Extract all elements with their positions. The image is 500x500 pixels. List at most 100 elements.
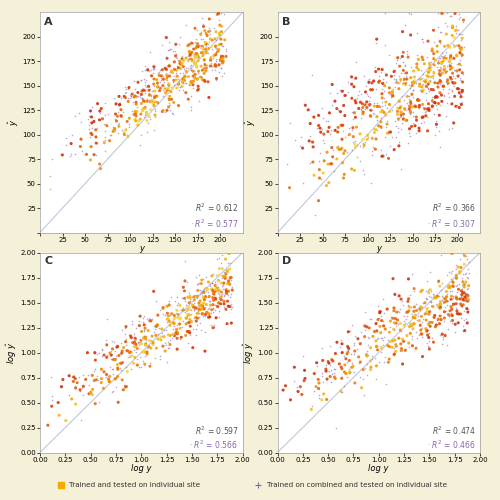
Point [215,46,223,54]
Point [373,98,381,106]
Point [385,52,393,60]
Point [140,104,148,112]
Point [458,327,466,335]
Point [430,74,438,82]
Point [126,352,134,360]
Point [224,268,232,276]
Point [224,280,232,287]
Point [174,77,182,85]
Point [156,306,164,314]
Point [172,54,180,62]
Point [415,124,423,132]
Point [66,152,74,160]
Point [406,92,413,100]
Point [454,263,462,271]
Point [340,382,347,390]
Point [395,78,403,86]
Point [341,147,349,155]
Point [356,373,364,381]
Point [394,116,402,124]
Point [125,348,133,356]
Text: $·$ $R^2$ = 0.307: $·$ $R^2$ = 0.307 [427,217,476,230]
Point [415,96,423,104]
Point [339,128,347,136]
Point [455,42,463,50]
Point [438,279,446,287]
Point [333,89,341,97]
Point [110,356,118,364]
Point [392,117,400,125]
Point [212,36,220,44]
Point [120,130,128,138]
Point [350,347,358,355]
Point [379,152,387,160]
Point [428,98,436,106]
Point [406,98,414,106]
Point [440,42,448,50]
Point [368,352,376,360]
Point [380,333,388,341]
Point [364,102,372,110]
Point [382,123,390,131]
Point [164,344,172,352]
Point [222,289,230,297]
Point [218,52,226,60]
Point [112,383,120,391]
Point [414,96,422,104]
Point [110,94,118,102]
Point [389,86,397,94]
Point [115,352,123,360]
Point [449,278,457,286]
Point [144,326,152,334]
Point [446,12,454,20]
Point [452,294,460,302]
Point [386,142,394,150]
Point [418,286,426,294]
Point [361,308,369,316]
Point [388,72,396,80]
Point [125,120,133,128]
Point [114,112,122,120]
Point [105,378,113,386]
Point [214,286,222,294]
Point [226,294,234,302]
Point [164,312,172,320]
Point [48,392,56,400]
Point [326,130,334,138]
Point [452,274,460,282]
Point [363,347,371,355]
Point [132,100,140,108]
Point [395,84,403,92]
Point [218,22,226,30]
Point [283,160,291,168]
Point [432,92,440,100]
Point [402,116,410,124]
Point [166,68,174,76]
Point [372,337,380,345]
Point [210,60,218,68]
Point [137,110,145,118]
Point [150,94,158,102]
Point [348,94,356,102]
Point [350,339,358,347]
Point [462,290,470,298]
Point [359,108,367,116]
Point [46,185,54,193]
Point [400,96,408,104]
Point [206,56,214,64]
Point [211,282,219,290]
Point [456,295,464,303]
Point [352,58,360,66]
Point [215,299,223,307]
Point [104,375,112,383]
Point [172,330,179,338]
Point [390,71,398,79]
Point [462,278,470,286]
Point [153,322,161,330]
Point [426,64,434,72]
Point [198,310,206,318]
Point [62,140,70,148]
Point [432,321,440,329]
Point [76,386,84,394]
Point [341,361,349,369]
